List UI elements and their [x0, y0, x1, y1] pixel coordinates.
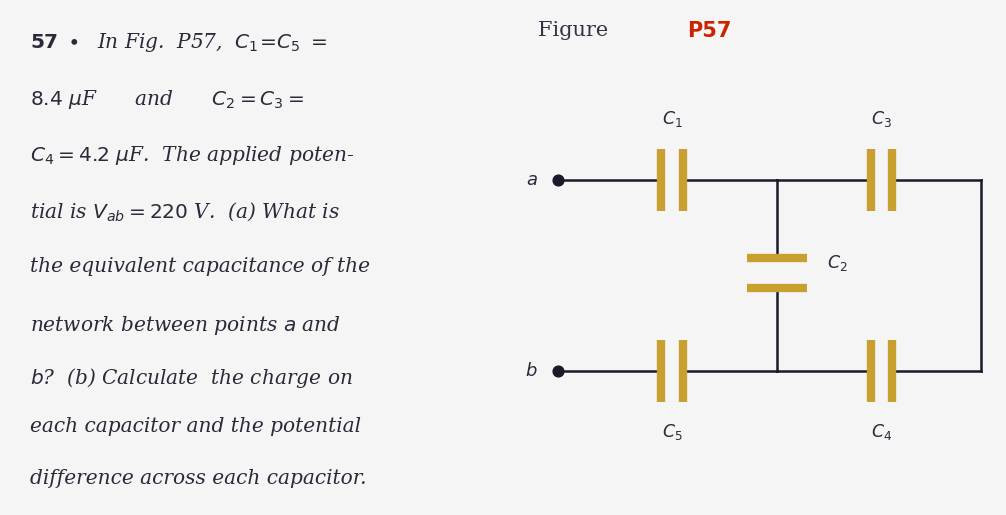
Text: $b$: $b$ — [525, 362, 538, 380]
Text: $C_1$: $C_1$ — [662, 109, 683, 129]
Text: $C_3$: $C_3$ — [871, 109, 892, 129]
Text: $8.4\ \mu$F$\quad\quad$and$\quad\quad C_2 = C_3 =$: $8.4\ \mu$F$\quad\quad$and$\quad\quad C_… — [30, 88, 305, 111]
Point — [549, 176, 565, 184]
Text: $C_2$: $C_2$ — [827, 253, 847, 272]
Point — [549, 367, 565, 375]
Text: $C_4$: $C_4$ — [871, 422, 892, 442]
Text: each capacitor and the potential: each capacitor and the potential — [30, 417, 361, 436]
Text: P57: P57 — [687, 21, 731, 41]
Text: network between points $a$ and: network between points $a$ and — [30, 314, 341, 337]
Text: $b$?  (b) Calculate  the charge on: $b$? (b) Calculate the charge on — [30, 366, 353, 390]
Text: $a$: $a$ — [526, 171, 538, 189]
Text: the equivalent capacitance of the: the equivalent capacitance of the — [30, 258, 370, 277]
Text: $C_5$: $C_5$ — [662, 422, 683, 442]
Text: difference across each capacitor.: difference across each capacitor. — [30, 469, 367, 488]
Text: $C_4 = 4.2\ \mu$F.  The applied poten-: $C_4 = 4.2\ \mu$F. The applied poten- — [30, 144, 355, 167]
Text: $\mathbf{57}\ \bullet\ $ In Fig.  P57,  $C_1\!=\!C_5\ =$: $\mathbf{57}\ \bullet\ $ In Fig. P57, $C… — [30, 31, 328, 54]
Text: tial is $V_{ab} = 220$ V.  (a) What is: tial is $V_{ab} = 220$ V. (a) What is — [30, 201, 340, 224]
Text: Figure: Figure — [538, 21, 615, 40]
